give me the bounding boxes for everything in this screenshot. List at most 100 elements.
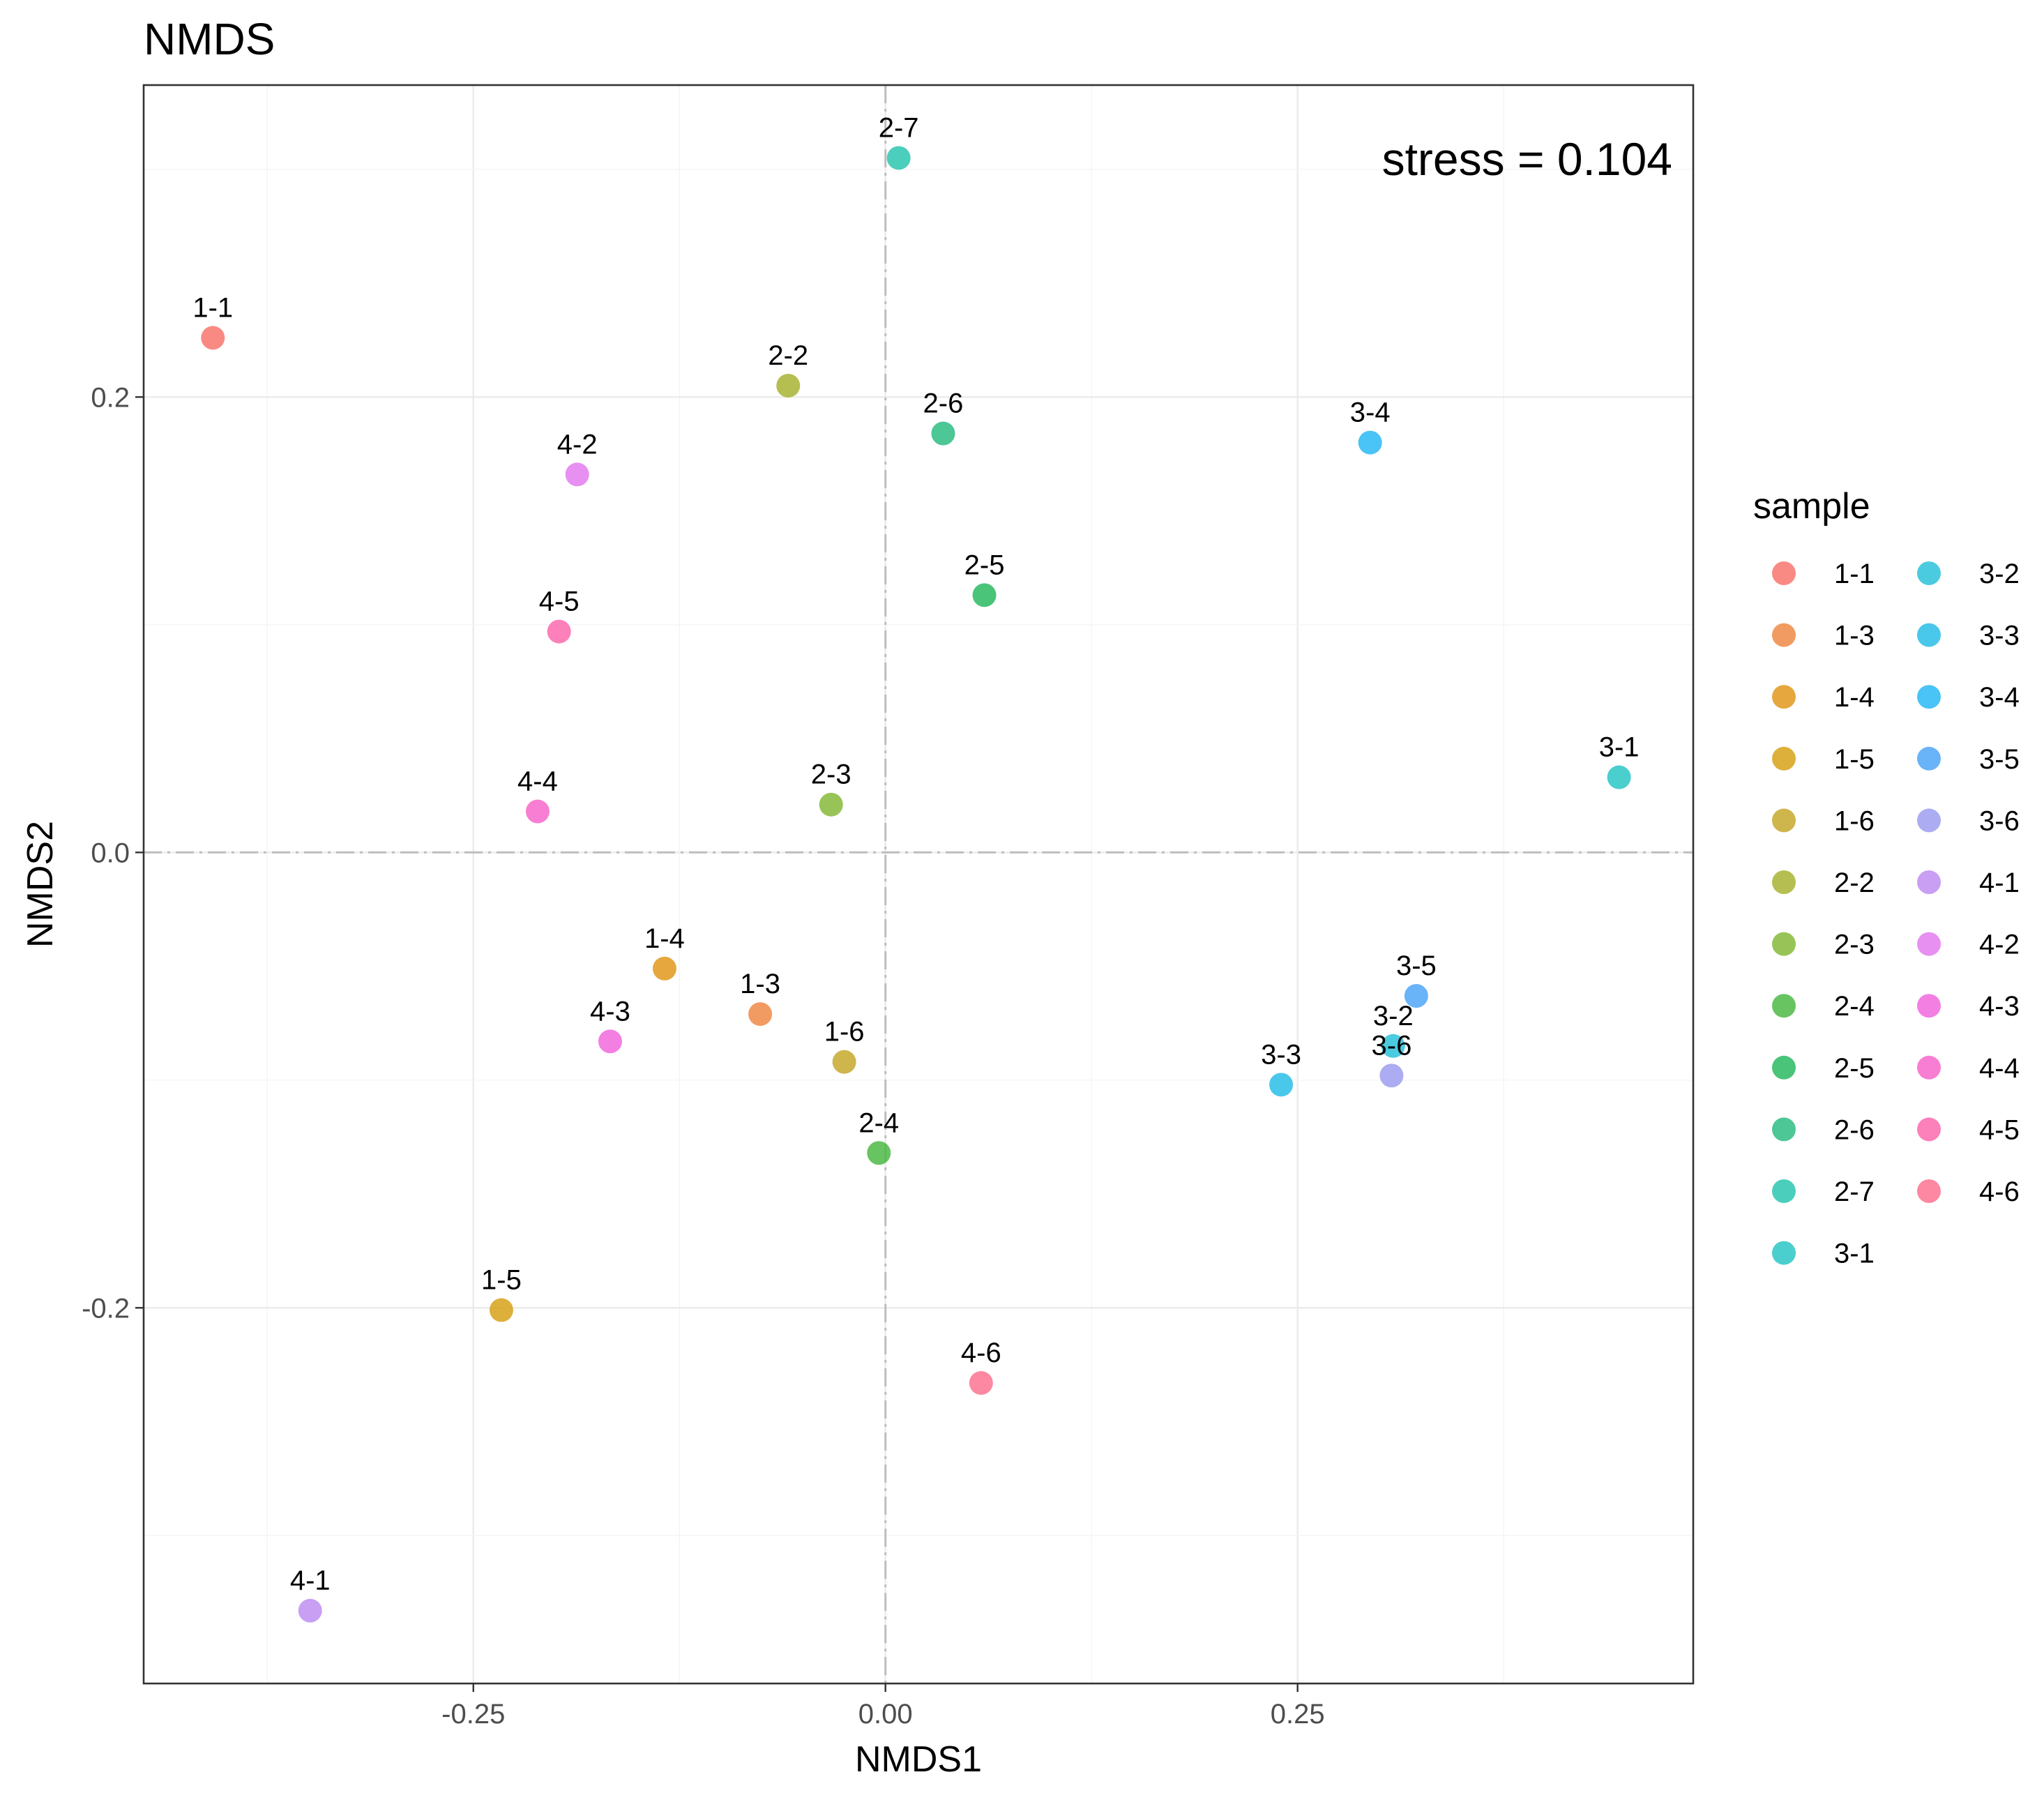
point-label-2-6: 2-6 (923, 388, 964, 419)
data-point-2-4 (867, 1141, 891, 1165)
x-axis-title: NMDS1 (855, 1739, 982, 1780)
data-point-1-5 (489, 1298, 513, 1322)
data-point-1-6 (832, 1050, 856, 1074)
legend-label-3-3: 3-3 (1979, 621, 2020, 651)
data-point-2-6 (931, 421, 955, 446)
legend-label-1-1: 1-1 (1834, 559, 1875, 589)
legend-key-2-5 (1772, 1055, 1796, 1080)
y-tick-label: 0.0 (91, 838, 130, 868)
data-point-2-5 (972, 583, 997, 607)
data-point-2-7 (886, 146, 911, 170)
data-point-2-2 (776, 373, 801, 398)
data-point-2-3 (819, 792, 843, 817)
point-label-2-3: 2-3 (811, 759, 851, 790)
legend-label-3-6: 3-6 (1979, 805, 2020, 836)
x-axis: -0.25 0.00 0.25 (441, 1684, 1325, 1730)
data-point-3-1 (1607, 765, 1631, 789)
legend-key-1-5 (1772, 746, 1796, 771)
chart-title: NMDS (144, 14, 275, 64)
point-label-4-3: 4-3 (590, 996, 630, 1027)
legend-key-3-4 (1917, 685, 1941, 709)
plot-panel-border (142, 84, 1695, 1685)
data-point-1-4 (652, 956, 676, 981)
legend-key-4-2 (1917, 932, 1941, 956)
legend-label-1-5: 1-5 (1834, 744, 1875, 775)
y-tick-label: 0.2 (91, 382, 130, 413)
legend-key-2-2 (1772, 870, 1796, 894)
legend-key-1-4 (1772, 685, 1796, 709)
legend-title: sample (1753, 486, 1870, 527)
legend-label-2-4: 2-4 (1834, 991, 1875, 1022)
point-label-1-1: 1-1 (192, 292, 233, 323)
legend-label-4-2: 4-2 (1979, 930, 2020, 960)
data-point-3-2 (1381, 1034, 1405, 1058)
legend-key-4-1 (1917, 870, 1941, 894)
legend-key-2-7 (1772, 1179, 1796, 1203)
x-tick-label: 0.00 (858, 1699, 913, 1730)
data-point-3-5 (1404, 983, 1428, 1008)
data-point-3-4 (1358, 430, 1382, 455)
legend-key-1-3 (1772, 623, 1796, 647)
legend-label-4-5: 4-5 (1979, 1114, 2020, 1145)
point-label-3-3: 3-3 (1261, 1039, 1301, 1070)
point-label-1-4: 1-4 (644, 923, 685, 954)
point-label-1-3: 1-3 (740, 969, 780, 999)
legend-key-1-1 (1772, 561, 1796, 585)
legend-key-4-3 (1917, 994, 1941, 1018)
plot-panel-background (144, 85, 1693, 1684)
legend-label-1-3: 1-3 (1834, 621, 1875, 651)
legend-label-2-7: 2-7 (1834, 1177, 1875, 1207)
legend-key-3-3 (1917, 623, 1941, 647)
legend-key-4-4 (1917, 1055, 1941, 1080)
legend-key-3-2 (1917, 561, 1941, 585)
legend-key-3-1 (1772, 1241, 1796, 1265)
point-label-4-5: 4-5 (539, 587, 580, 617)
point-label-2-7: 2-7 (879, 112, 919, 143)
legend-label-3-1: 3-1 (1834, 1239, 1875, 1269)
legend-label-2-2: 2-2 (1834, 868, 1875, 898)
point-label-2-2: 2-2 (768, 340, 808, 371)
legend-key-4-5 (1917, 1117, 1941, 1142)
legend-label-3-4: 3-4 (1979, 682, 2020, 713)
legend-key-4-6 (1917, 1179, 1941, 1203)
y-axis: -0.2 0.0 0.2 (82, 382, 144, 1324)
y-tick-label: -0.2 (82, 1293, 130, 1324)
x-tick-label: 0.25 (1271, 1699, 1325, 1730)
data-point-4-1 (298, 1598, 322, 1623)
legend-label-2-5: 2-5 (1834, 1053, 1875, 1084)
zero-reference-lines (144, 85, 1693, 1684)
legend-label-2-3: 2-3 (1834, 930, 1875, 960)
data-point-4-5 (547, 619, 571, 644)
point-label-2-4: 2-4 (858, 1107, 899, 1138)
legend: sample 1-1 1-3 1-4 1-5 1-6 2-2 2-3 2-4 2-5 2-6 2-7… (1753, 486, 2020, 1269)
stress-annotation: stress = 0.104 (1382, 133, 1672, 185)
point-label-3-5: 3-5 (1396, 951, 1437, 981)
data-point-4-2 (565, 462, 589, 487)
point-label-1-6: 1-6 (824, 1017, 865, 1047)
point-label-3-4: 3-4 (1350, 398, 1391, 428)
legend-label-1-4: 1-4 (1834, 682, 1875, 713)
legend-label-3-5: 3-5 (1979, 744, 2020, 775)
legend-label-4-1: 4-1 (1979, 868, 2020, 898)
point-label-3-2: 3-2 (1373, 1001, 1414, 1031)
legend-label-4-4: 4-4 (1979, 1053, 2020, 1084)
y-axis-title: NMDS2 (20, 821, 61, 948)
legend-key-3-5 (1917, 746, 1941, 771)
data-point-3-6 (1379, 1064, 1404, 1088)
point-label-2-5: 2-5 (964, 550, 1005, 580)
x-tick-label: -0.25 (441, 1699, 505, 1730)
legend-key-2-4 (1772, 994, 1796, 1018)
data-points (201, 146, 1631, 1623)
point-label-4-2: 4-2 (557, 429, 598, 460)
data-point-1-3 (748, 1002, 773, 1027)
legend-label-3-2: 3-2 (1979, 559, 2020, 589)
legend-key-2-6 (1772, 1117, 1796, 1142)
point-label-4-6: 4-6 (961, 1338, 1001, 1368)
point-label-1-5: 1-5 (481, 1265, 522, 1296)
point-label-3-6: 3-6 (1372, 1030, 1412, 1061)
data-point-4-3 (598, 1029, 622, 1054)
point-label-3-1: 3-1 (1599, 732, 1640, 763)
point-label-4-4: 4-4 (517, 766, 558, 797)
data-point-4-4 (525, 799, 550, 824)
legend-label-4-3: 4-3 (1979, 991, 2020, 1022)
